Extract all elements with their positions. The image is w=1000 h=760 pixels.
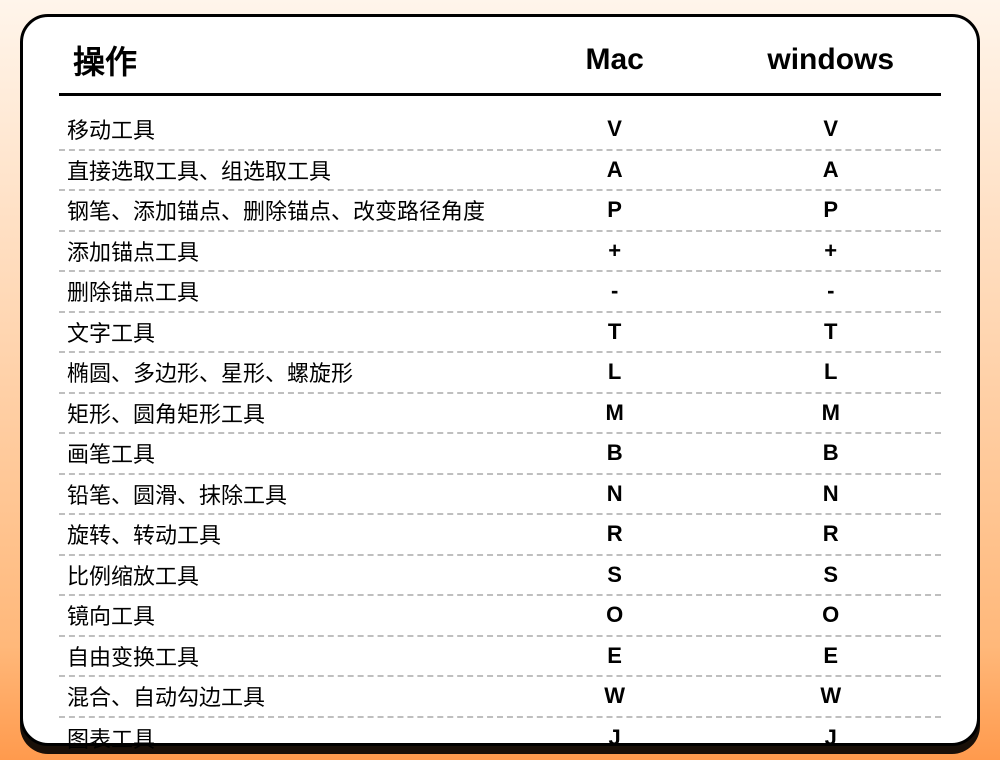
cell-windows: -: [720, 278, 941, 304]
cell-operation: 直接选取工具、组选取工具: [59, 154, 509, 186]
cell-windows: O: [720, 602, 941, 628]
cell-mac: J: [509, 725, 721, 751]
cell-mac: -: [509, 278, 721, 304]
cell-operation: 删除锚点工具: [59, 275, 509, 307]
cell-windows: +: [720, 238, 941, 264]
table-header: 操作 Mac windows: [59, 37, 941, 96]
cell-mac: W: [509, 683, 721, 709]
cell-mac: A: [509, 157, 721, 183]
cell-mac: N: [509, 481, 721, 507]
cell-operation: 添加锚点工具: [59, 235, 509, 267]
table-row: 矩形、圆角矩形工具MM: [59, 394, 941, 435]
cell-windows: N: [720, 481, 941, 507]
table-row: 画笔工具BB: [59, 434, 941, 475]
cell-operation: 文字工具: [59, 316, 509, 348]
shortcut-card: 操作 Mac windows 移动工具VV直接选取工具、组选取工具AA钢笔、添加…: [20, 14, 980, 746]
table-row: 图表工具JJ: [59, 718, 941, 759]
cell-mac: L: [509, 359, 721, 385]
cell-mac: E: [509, 643, 721, 669]
cell-mac: O: [509, 602, 721, 628]
table-row: 添加锚点工具++: [59, 232, 941, 273]
table-row: 旋转、转动工具RR: [59, 515, 941, 556]
table-row: 自由变换工具EE: [59, 637, 941, 678]
cell-windows: S: [720, 562, 941, 588]
cell-operation: 镜向工具: [59, 599, 509, 631]
cell-mac: +: [509, 238, 721, 264]
header-mac: Mac: [509, 43, 721, 77]
cell-windows: W: [720, 683, 941, 709]
cell-operation: 铅笔、圆滑、抹除工具: [59, 478, 509, 510]
cell-mac: S: [509, 562, 721, 588]
cell-windows: A: [720, 157, 941, 183]
table-row: 比例缩放工具SS: [59, 556, 941, 597]
table-row: 椭圆、多边形、星形、螺旋形LL: [59, 353, 941, 394]
cell-operation: 椭圆、多边形、星形、螺旋形: [59, 356, 509, 388]
table-row: 混合、自动勾边工具WW: [59, 677, 941, 718]
cell-windows: M: [720, 400, 941, 426]
cell-windows: B: [720, 440, 941, 466]
table-row: 文字工具TT: [59, 313, 941, 354]
cell-mac: R: [509, 521, 721, 547]
table-row: 钢笔、添加锚点、删除锚点、改变路径角度PP: [59, 191, 941, 232]
table-body: 移动工具VV直接选取工具、组选取工具AA钢笔、添加锚点、删除锚点、改变路径角度P…: [59, 110, 941, 758]
cell-mac: V: [509, 116, 721, 142]
cell-windows: P: [720, 197, 941, 223]
cell-operation: 钢笔、添加锚点、删除锚点、改变路径角度: [59, 194, 509, 226]
cell-operation: 图表工具: [59, 722, 509, 754]
table-row: 铅笔、圆滑、抹除工具NN: [59, 475, 941, 516]
table-row: 删除锚点工具--: [59, 272, 941, 313]
cell-operation: 移动工具: [59, 113, 509, 145]
cell-mac: P: [509, 197, 721, 223]
cell-windows: T: [720, 319, 941, 345]
table-row: 直接选取工具、组选取工具AA: [59, 151, 941, 192]
cell-operation: 旋转、转动工具: [59, 518, 509, 550]
cell-windows: J: [720, 725, 941, 751]
cell-mac: T: [509, 319, 721, 345]
cell-operation: 矩形、圆角矩形工具: [59, 397, 509, 429]
cell-mac: B: [509, 440, 721, 466]
cell-operation: 比例缩放工具: [59, 559, 509, 591]
cell-mac: M: [509, 400, 721, 426]
table-row: 移动工具VV: [59, 110, 941, 151]
table-row: 镜向工具OO: [59, 596, 941, 637]
cell-windows: E: [720, 643, 941, 669]
cell-windows: L: [720, 359, 941, 385]
cell-windows: V: [720, 116, 941, 142]
cell-windows: R: [720, 521, 941, 547]
header-windows: windows: [720, 43, 941, 77]
cell-operation: 混合、自动勾边工具: [59, 680, 509, 712]
cell-operation: 自由变换工具: [59, 640, 509, 672]
cell-operation: 画笔工具: [59, 437, 509, 469]
header-operation: 操作: [59, 37, 509, 83]
